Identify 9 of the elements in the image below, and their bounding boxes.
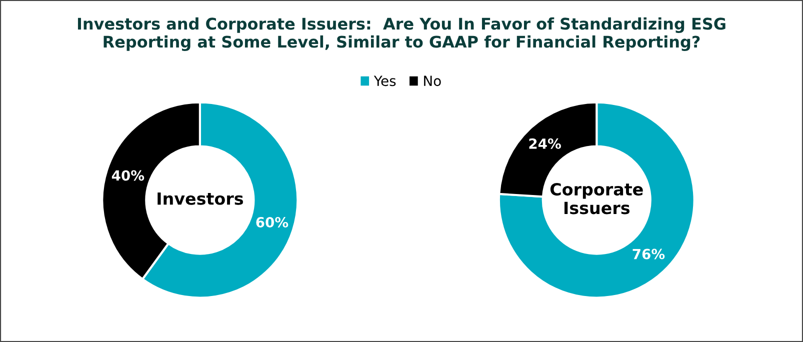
- chart-title: Investors and Corporate Issuers: Are You In Favor of Standardizing ESG Reporting at Some Level, Similar to GAAP for Financial Reporting?: [78, 17, 726, 51]
- data-label: 40%: [112, 170, 144, 181]
- text: Investors: [158, 192, 244, 205]
- data-label: 60%: [256, 216, 288, 228]
- data-label: 76%: [632, 248, 665, 260]
- legend-label: Yes: [374, 76, 396, 86]
- legend-label: No: [424, 76, 441, 86]
- text: Corporate Issuers: [550, 182, 643, 214]
- data-label: 24%: [529, 138, 561, 149]
